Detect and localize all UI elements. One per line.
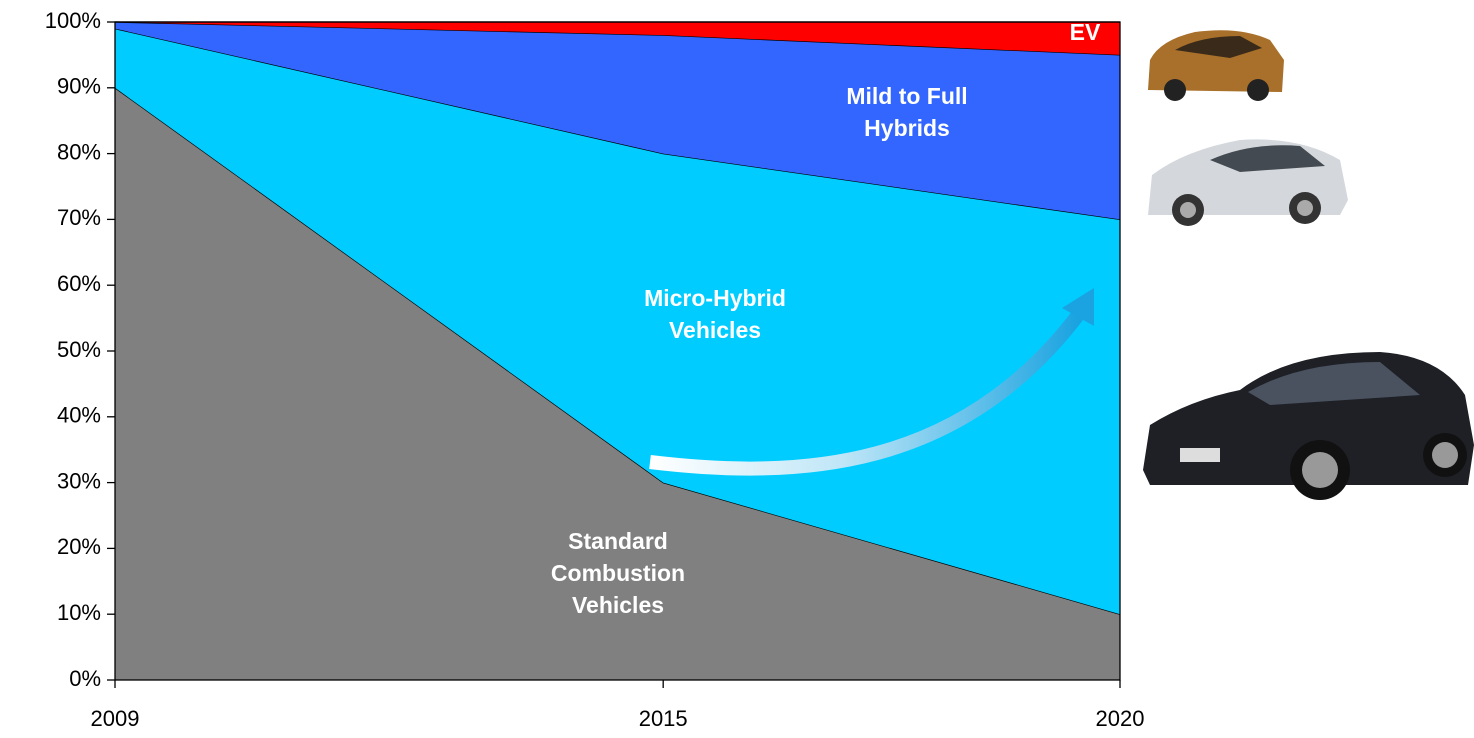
y-tick-label: 40% [57, 403, 101, 428]
areas [114, 21, 1121, 681]
series-label: Standard Combustion Vehicles [550, 528, 686, 619]
area [115, 22, 1120, 220]
y-tick-label: 20% [57, 534, 101, 559]
trend-arrow [649, 310, 1084, 476]
y-tick-label: 50% [57, 337, 101, 362]
trend-arrow-head [1062, 288, 1094, 326]
area [115, 28, 1120, 615]
x-tick-label: 2020 [1096, 706, 1145, 731]
car-black [1143, 352, 1474, 500]
y-tick-label: 80% [57, 139, 101, 164]
area [115, 87, 1120, 681]
area [115, 22, 1120, 55]
y-tick-label: 90% [57, 74, 101, 99]
car-small [1148, 30, 1284, 101]
y-tick-label: 30% [57, 468, 101, 493]
x-tick-label: 2015 [639, 706, 688, 731]
x-tick-label: 2009 [91, 706, 140, 731]
series-label: EV [1069, 19, 1101, 45]
series-label: Micro-Hybrid Vehicles [644, 285, 786, 344]
y-tick-label: 70% [57, 205, 101, 230]
car-silver [1148, 139, 1348, 226]
series-label: Mild to Full Hybrids [846, 83, 968, 142]
y-tick-label: 0% [69, 666, 101, 691]
y-tick-label: 60% [57, 271, 101, 296]
y-tick-label: 10% [57, 600, 101, 625]
y-tick-label: 100% [45, 8, 101, 33]
